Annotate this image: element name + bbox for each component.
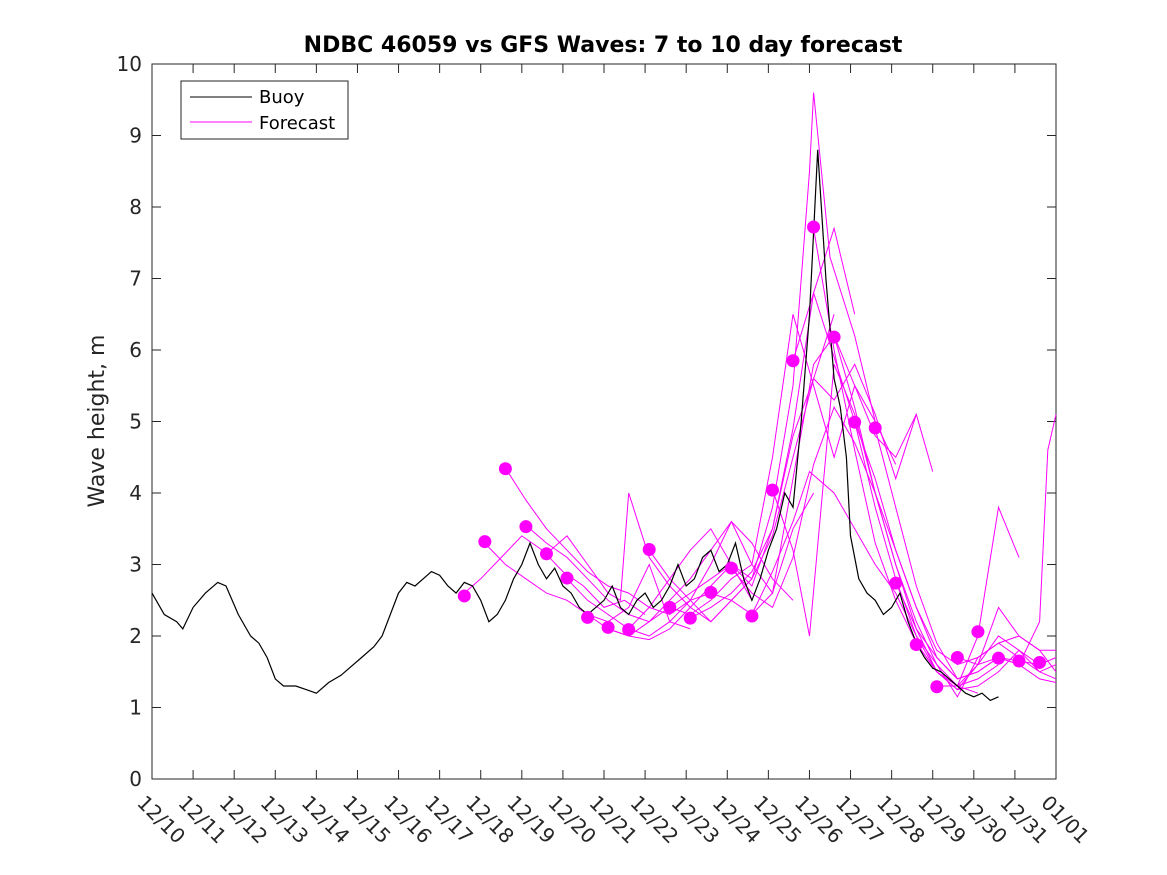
forecast-marker bbox=[663, 600, 677, 614]
y-tick-label: 9 bbox=[129, 124, 142, 148]
forecast-marker bbox=[478, 535, 492, 549]
forecast-line bbox=[463, 535, 646, 615]
forecast-series bbox=[463, 92, 1057, 698]
forecast-marker bbox=[848, 415, 862, 429]
forecast-marker bbox=[950, 650, 964, 664]
forecast-marker bbox=[457, 589, 471, 603]
forecast-marker bbox=[581, 610, 595, 624]
y-tick-label: 7 bbox=[129, 267, 142, 291]
y-tick-label: 0 bbox=[129, 767, 142, 791]
forecast-marker bbox=[786, 354, 800, 368]
buoy-line bbox=[151, 149, 999, 702]
forecast-marker bbox=[622, 623, 636, 637]
y-tick-label: 6 bbox=[129, 338, 142, 362]
y-tick-label: 3 bbox=[129, 553, 142, 577]
legend: Buoy Forecast bbox=[180, 80, 349, 140]
y-tick-label: 5 bbox=[129, 410, 142, 434]
forecast-marker bbox=[498, 462, 512, 476]
forecast-marker bbox=[889, 576, 903, 590]
forecast-marker bbox=[991, 651, 1005, 665]
forecast-marker bbox=[519, 520, 533, 534]
forecast-line bbox=[895, 582, 1057, 680]
y-tick-label: 1 bbox=[129, 696, 142, 720]
legend-buoy-label: Buoy bbox=[259, 87, 305, 108]
forecast-line bbox=[751, 470, 979, 694]
forecast-line bbox=[915, 635, 1057, 691]
forecast-marker bbox=[745, 609, 759, 623]
forecast-marker bbox=[971, 625, 985, 639]
forecast-marker bbox=[868, 421, 882, 435]
forecast-marker bbox=[765, 483, 779, 497]
plot-area: 12/1012/1112/1212/1312/1412/1512/1612/17… bbox=[117, 52, 1095, 848]
forecast-markers bbox=[457, 220, 1047, 694]
forecast-marker bbox=[704, 585, 718, 599]
plot-frame bbox=[151, 63, 1057, 780]
forecast-line bbox=[792, 291, 1020, 687]
forecast-marker bbox=[683, 611, 697, 625]
legend-forecast-label: Forecast bbox=[259, 113, 335, 134]
y-axis-label: Wave height, m bbox=[85, 335, 110, 508]
forecast-marker bbox=[1033, 655, 1047, 669]
forecast-line bbox=[648, 92, 876, 623]
y-tick-label: 10 bbox=[117, 52, 142, 76]
forecast-line bbox=[628, 226, 856, 630]
y-axis: 0 1 2 3 4 5 6 7 8 9 10 bbox=[117, 52, 1056, 791]
forecast-marker bbox=[539, 547, 553, 561]
forecast-marker bbox=[930, 680, 944, 694]
forecast-marker bbox=[724, 561, 738, 575]
forecast-marker bbox=[909, 638, 923, 652]
legend-box bbox=[180, 80, 349, 140]
forecast-marker bbox=[560, 571, 574, 585]
forecast-marker bbox=[827, 330, 841, 344]
forecast-line bbox=[731, 406, 958, 680]
forecast-marker bbox=[1012, 654, 1026, 668]
forecast-marker bbox=[642, 542, 656, 556]
y-tick-label: 8 bbox=[129, 195, 142, 219]
buoy-series bbox=[151, 149, 999, 702]
y-tick-label: 4 bbox=[129, 481, 142, 505]
forecast-line bbox=[607, 314, 835, 641]
chart-title: NDBC 46059 vs GFS Waves: 7 to 10 day for… bbox=[304, 33, 903, 58]
forecast-line bbox=[669, 314, 897, 616]
y-tick-label: 2 bbox=[129, 624, 142, 648]
forecast-marker bbox=[807, 220, 821, 234]
forecast-marker bbox=[601, 620, 615, 634]
